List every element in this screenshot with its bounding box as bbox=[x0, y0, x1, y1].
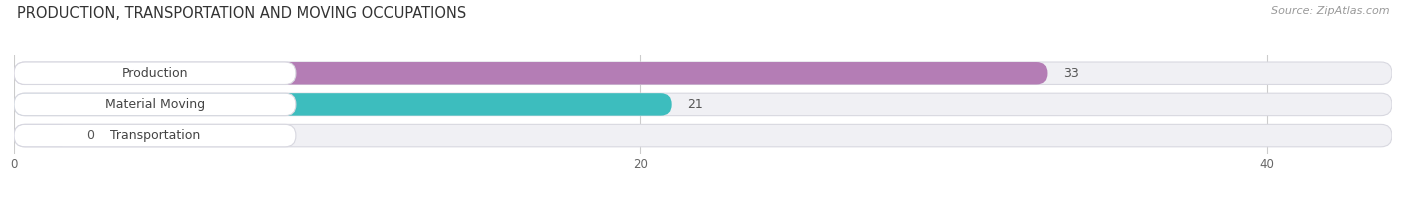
FancyBboxPatch shape bbox=[14, 124, 1392, 147]
FancyBboxPatch shape bbox=[14, 124, 295, 147]
Text: 21: 21 bbox=[688, 98, 703, 111]
Text: Transportation: Transportation bbox=[110, 129, 200, 142]
Text: Production: Production bbox=[122, 67, 188, 80]
Text: 33: 33 bbox=[1063, 67, 1078, 80]
FancyBboxPatch shape bbox=[14, 93, 295, 116]
FancyBboxPatch shape bbox=[14, 124, 70, 147]
FancyBboxPatch shape bbox=[14, 62, 1047, 85]
FancyBboxPatch shape bbox=[14, 93, 672, 116]
FancyBboxPatch shape bbox=[14, 62, 1392, 85]
Text: PRODUCTION, TRANSPORTATION AND MOVING OCCUPATIONS: PRODUCTION, TRANSPORTATION AND MOVING OC… bbox=[17, 6, 467, 21]
Text: Source: ZipAtlas.com: Source: ZipAtlas.com bbox=[1271, 6, 1389, 16]
Text: 0: 0 bbox=[86, 129, 94, 142]
Text: Material Moving: Material Moving bbox=[105, 98, 205, 111]
FancyBboxPatch shape bbox=[14, 62, 295, 85]
FancyBboxPatch shape bbox=[14, 93, 1392, 116]
